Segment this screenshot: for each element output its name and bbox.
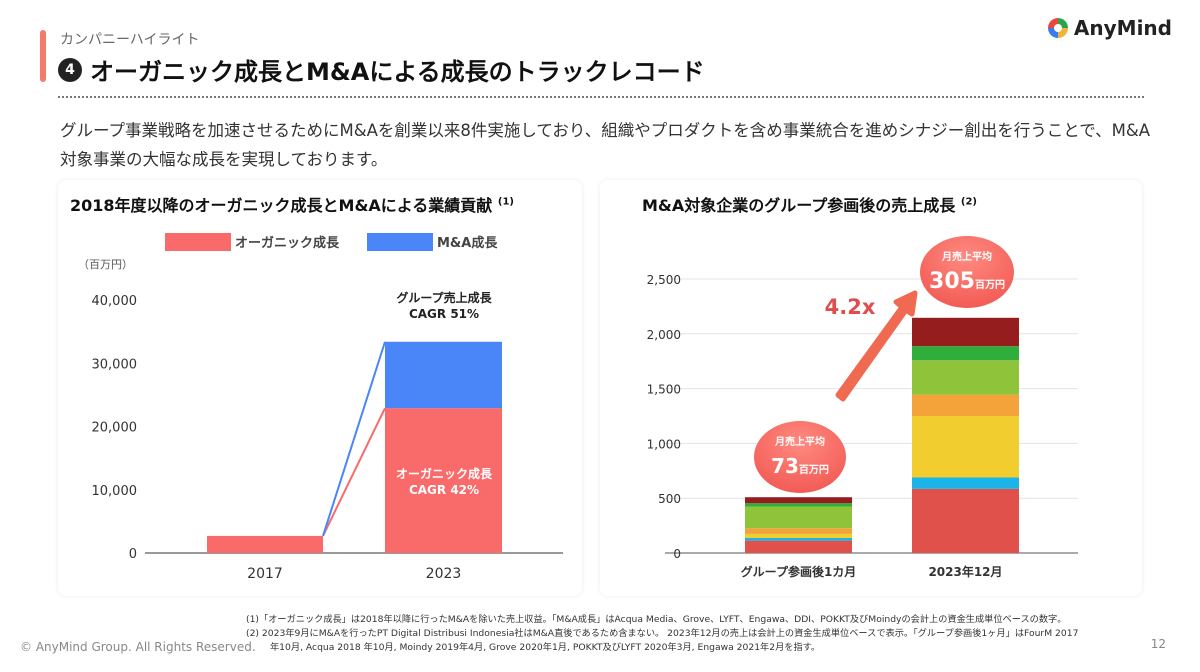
y-tick-label: 2,000 [647, 328, 681, 342]
bar-segment [745, 503, 852, 507]
organic-cagr-label: オーガニック成長 [396, 466, 493, 481]
bar-segment [745, 528, 852, 534]
footnote-2: (2) 2023年9月にM&Aを行ったPT Digital Distribusi… [246, 628, 1079, 639]
organic-cagr-label: CAGR 42% [409, 483, 479, 497]
y-tick-label: 2,500 [647, 273, 681, 287]
y-tick-label: 0 [673, 547, 681, 561]
unit-label: （百万円） [78, 258, 133, 271]
left-chart-title: 2018年度以降のオーガニック成長とM&Aによる業績貢献 (1) [70, 192, 514, 216]
total-trend-line [322, 341, 386, 537]
bar-segment [745, 537, 852, 541]
bar-segment [912, 394, 1019, 416]
y-tick-label: 1,000 [647, 437, 681, 451]
organic-trend-line [322, 407, 386, 537]
y-tick-label: 40,000 [92, 294, 138, 309]
y-tick-label: 30,000 [92, 357, 138, 372]
bar-segment [385, 408, 502, 553]
y-tick-label: 500 [658, 492, 681, 506]
bubble-label: 月売上平均 [774, 435, 825, 448]
growth-multiplier: 4.2x [825, 295, 876, 319]
bar-segment [912, 317, 1019, 347]
section-number: 4 [58, 57, 82, 82]
legend-swatch [165, 233, 231, 251]
legend-swatch [367, 233, 433, 251]
legend-label: M&A成長 [437, 235, 498, 251]
bar-segment [745, 506, 852, 529]
bar-segment [385, 341, 502, 409]
group-cagr-label: グループ売上成長 [396, 290, 492, 305]
bar-segment [745, 540, 852, 553]
lead-text: グループ事業戦略を加速させるためにM&Aを創業以来8件実施しており、組織やプロダ… [60, 121, 1150, 169]
bar-segment [912, 488, 1019, 553]
growth-arrow-icon [835, 290, 918, 402]
section-label: カンパニーハイライト [60, 32, 200, 48]
footnote-1: (1)「オーガニック成長」は2018年以降に行ったM&Aを除いた売上収益。「M&… [246, 614, 1067, 625]
right-chart-title: M&A対象企業のグループ参画後の売上成長 (2) [642, 192, 977, 216]
bar-segment [912, 416, 1019, 478]
x-tick-label: 2017 [247, 566, 283, 582]
bar-segment [745, 533, 852, 538]
right-chart-card [600, 180, 1142, 596]
right-chart-title-text: M&A対象企業のグループ参画後の売上成長 [642, 196, 956, 215]
bubble-label: 月売上平均 [941, 250, 992, 263]
y-tick-label: 10,000 [92, 484, 138, 499]
page-title: 4 オーガニック成長とM&Aによる成長のトラックレコード [58, 52, 705, 87]
page-number: 12 [1150, 637, 1166, 651]
legend-label: オーガニック成長 [235, 235, 340, 251]
footnotes: (1)「オーガニック成長」は2018年以降に行ったM&Aを除いた売上収益。「M&… [246, 613, 1078, 655]
revenue-bubble [754, 421, 846, 493]
page-title-text: オーガニック成長とM&Aによる成長のトラックレコード [90, 58, 705, 86]
x-tick-label: 2023 [426, 566, 462, 582]
bar-segment [912, 477, 1019, 489]
y-tick-label: 0 [129, 547, 137, 562]
x-tick-label: 2023年12月 [928, 564, 1002, 579]
right-chart-note: (2) [960, 196, 977, 208]
anymind-logo-icon [1047, 18, 1068, 38]
logo: AnyMind [1046, 16, 1172, 40]
left-chart-note: (1) [497, 196, 514, 208]
bar-segment [207, 535, 323, 553]
accent-bar [40, 30, 46, 82]
x-tick-label: グループ参画後1カ月 [741, 564, 857, 579]
left-chart-title-text: 2018年度以降のオーガニック成長とM&Aによる業績貢献 [70, 196, 493, 215]
y-tick-label: 20,000 [92, 421, 138, 436]
logo-text: AnyMind [1073, 16, 1172, 40]
bubble-value: 73百万円 [771, 454, 829, 478]
divider [58, 96, 1144, 98]
bar-segment [745, 497, 852, 504]
group-cagr-label: CAGR 51% [409, 307, 479, 321]
footnote-2-cont: 年10月, Acqua 2018 年10月, Moindy 2019年4月, G… [270, 642, 821, 653]
bar-segment [912, 360, 1019, 395]
y-tick-label: 1,500 [647, 383, 681, 397]
bar-segment [912, 346, 1019, 361]
copyright: © AnyMind Group. All Rights Reserved. [20, 640, 256, 654]
bubble-value: 305百万円 [929, 269, 1005, 294]
revenue-bubble [920, 236, 1014, 308]
